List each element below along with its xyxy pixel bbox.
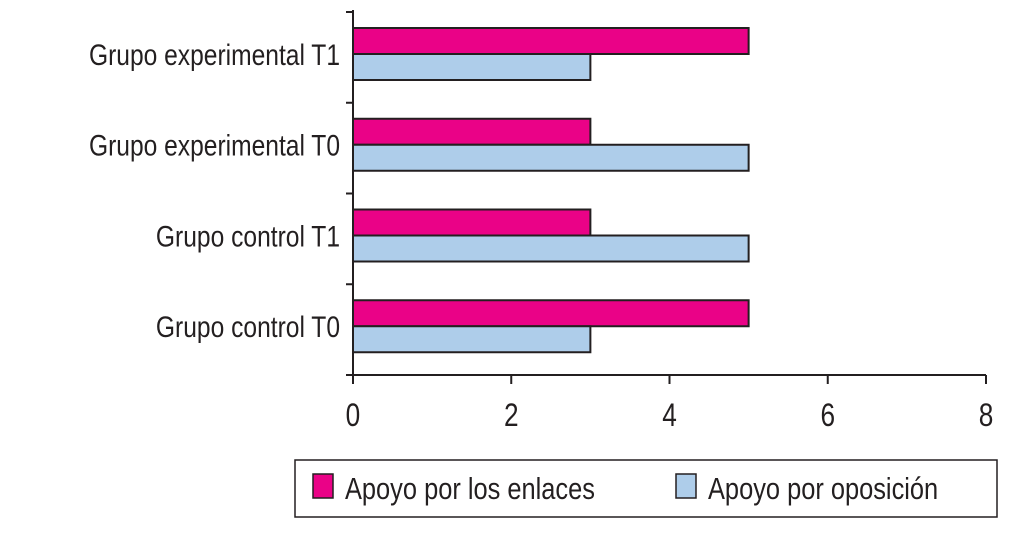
bar-oposicion	[352, 325, 592, 354]
category-label: Grupo experimental T1	[89, 38, 340, 72]
category-label-group: Grupo control T1	[156, 219, 340, 253]
legend-label-group: Apoyo por los enlaces	[345, 472, 595, 507]
bar-oposicion	[352, 53, 592, 81]
legend-label: Apoyo por los enlaces	[345, 472, 595, 507]
category-label-group: Grupo experimental T0	[89, 128, 340, 162]
bar-oposicion	[352, 143, 750, 172]
bar-enlaces	[352, 299, 750, 328]
legend-swatch	[675, 473, 697, 499]
legend-swatch	[312, 473, 334, 499]
x-tick-label: 4	[662, 399, 677, 434]
x-tick-label: 6	[820, 399, 835, 434]
x-tick-label-group: 4	[662, 399, 677, 434]
legend-label: Apoyo por oposición	[708, 472, 938, 507]
x-tick-label-group: 6	[820, 399, 835, 434]
category-label: Grupo experimental T0	[89, 128, 340, 162]
x-tick-label-group: 8	[979, 399, 994, 434]
x-tick-label-group: 0	[346, 399, 361, 434]
bar-oposicion	[352, 234, 750, 263]
x-tick-label: 8	[979, 399, 994, 434]
legend-box	[294, 459, 998, 518]
x-tick-label: 2	[504, 399, 519, 434]
bar-enlaces	[352, 208, 592, 237]
category-label-group: Grupo control T0	[156, 310, 340, 344]
x-tick-label: 0	[346, 399, 361, 434]
category-label-group: Grupo experimental T1	[89, 38, 340, 72]
category-label: Grupo control T0	[156, 310, 340, 344]
bar-enlaces	[352, 27, 750, 55]
category-label: Grupo control T1	[156, 219, 340, 253]
x-tick-label-group: 2	[504, 399, 519, 434]
bar-enlaces	[352, 117, 592, 146]
legend-label-group: Apoyo por oposición	[708, 472, 938, 507]
